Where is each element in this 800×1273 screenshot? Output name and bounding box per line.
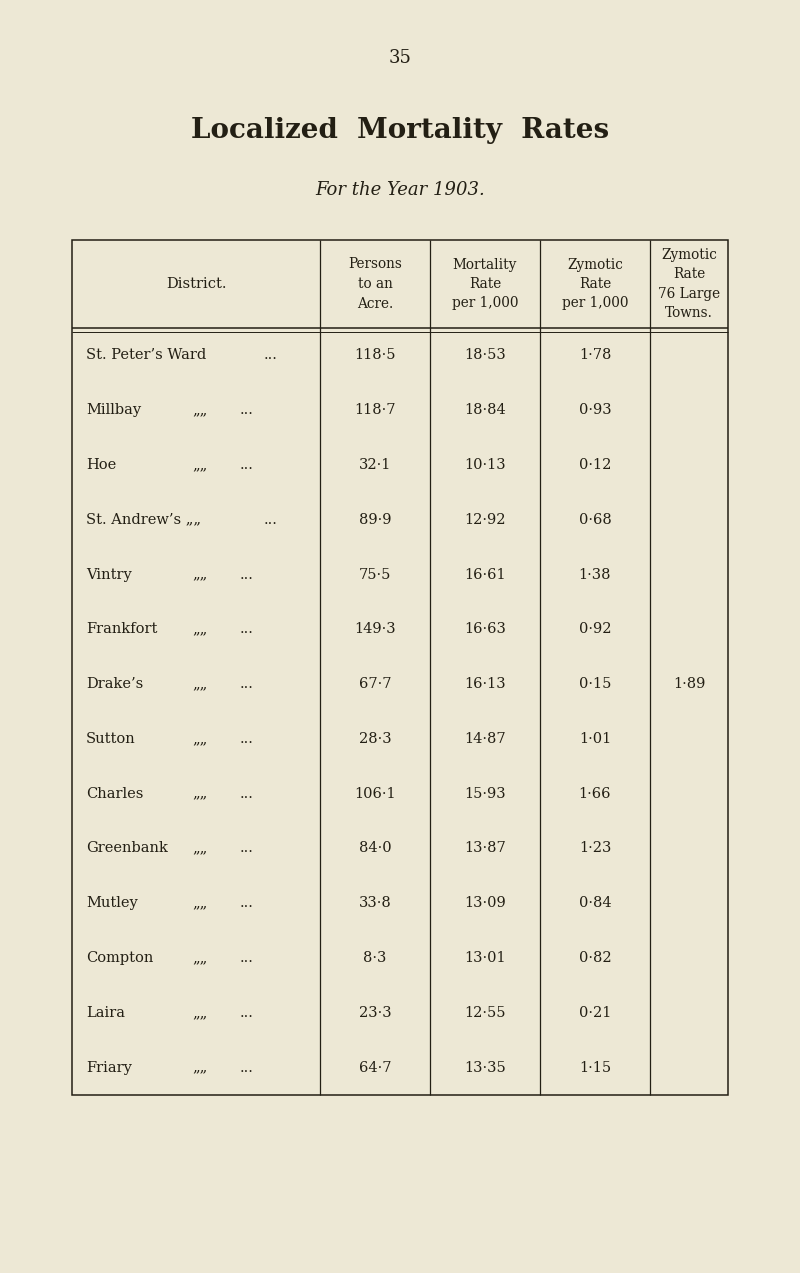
Text: 1·66: 1·66 [578, 787, 611, 801]
Text: 1·23: 1·23 [579, 841, 611, 855]
Text: „„: „„ [192, 787, 207, 801]
Text: „„: „„ [192, 951, 207, 965]
Text: 15·93: 15·93 [464, 787, 506, 801]
Text: 0·84: 0·84 [578, 896, 611, 910]
Text: 67·7: 67·7 [358, 677, 391, 691]
Text: ...: ... [264, 349, 278, 363]
Text: „„: „„ [192, 732, 207, 746]
Text: 1·15: 1·15 [579, 1060, 611, 1074]
Text: 35: 35 [389, 48, 411, 67]
Text: „„: „„ [192, 896, 207, 910]
Text: ...: ... [240, 677, 254, 691]
Text: „„: „„ [192, 404, 207, 418]
Text: 28·3: 28·3 [358, 732, 391, 746]
Text: 0·93: 0·93 [578, 404, 611, 418]
Text: 32·1: 32·1 [359, 458, 391, 472]
Text: 16·13: 16·13 [464, 677, 506, 691]
Text: „„: „„ [192, 1060, 207, 1074]
Text: 118·5: 118·5 [354, 349, 396, 363]
Text: Zymotic
Rate
per 1,000: Zymotic Rate per 1,000 [562, 257, 628, 311]
Text: „„: „„ [192, 622, 207, 636]
Text: 1·89: 1·89 [673, 677, 705, 691]
Text: Hoe: Hoe [86, 458, 116, 472]
Text: „„: „„ [192, 677, 207, 691]
Text: ...: ... [240, 896, 254, 910]
Text: For the Year 1903.: For the Year 1903. [315, 181, 485, 199]
Text: ...: ... [240, 568, 254, 582]
Text: 10·13: 10·13 [464, 458, 506, 472]
Text: Millbay: Millbay [86, 404, 141, 418]
Text: ...: ... [240, 458, 254, 472]
Text: 0·68: 0·68 [578, 513, 611, 527]
Text: ...: ... [240, 1060, 254, 1074]
Text: 0·12: 0·12 [579, 458, 611, 472]
Text: „„: „„ [192, 1006, 207, 1020]
Text: Sutton: Sutton [86, 732, 136, 746]
Text: Friary: Friary [86, 1060, 132, 1074]
Text: 13·87: 13·87 [464, 841, 506, 855]
Text: ...: ... [240, 1006, 254, 1020]
Text: 0·21: 0·21 [579, 1006, 611, 1020]
Text: 33·8: 33·8 [358, 896, 391, 910]
Text: 0·82: 0·82 [578, 951, 611, 965]
Text: ...: ... [240, 732, 254, 746]
Text: 64·7: 64·7 [358, 1060, 391, 1074]
Text: Charles: Charles [86, 787, 143, 801]
Text: ...: ... [264, 513, 278, 527]
Text: Mutley: Mutley [86, 896, 138, 910]
Text: ...: ... [240, 951, 254, 965]
Text: St. Andrew’s „„: St. Andrew’s „„ [86, 513, 201, 527]
Text: 1·78: 1·78 [579, 349, 611, 363]
Text: ...: ... [240, 841, 254, 855]
Text: St. Peter’s Ward: St. Peter’s Ward [86, 349, 206, 363]
Text: ...: ... [240, 404, 254, 418]
Text: Localized  Mortality  Rates: Localized Mortality Rates [191, 117, 609, 144]
Text: „„: „„ [192, 841, 207, 855]
Text: 12·92: 12·92 [464, 513, 506, 527]
Text: 0·15: 0·15 [579, 677, 611, 691]
Text: Compton: Compton [86, 951, 154, 965]
Text: 23·3: 23·3 [358, 1006, 391, 1020]
Text: District.: District. [166, 278, 226, 292]
Text: 1·01: 1·01 [579, 732, 611, 746]
Text: 149·3: 149·3 [354, 622, 396, 636]
Text: 118·7: 118·7 [354, 404, 396, 418]
Text: Persons
to an
Acre.: Persons to an Acre. [348, 257, 402, 311]
Text: „„: „„ [192, 568, 207, 582]
Text: 84·0: 84·0 [358, 841, 391, 855]
Text: Laira: Laira [86, 1006, 125, 1020]
Text: Greenbank: Greenbank [86, 841, 168, 855]
Text: 13·35: 13·35 [464, 1060, 506, 1074]
Text: 14·87: 14·87 [464, 732, 506, 746]
Text: Mortality
Rate
per 1,000: Mortality Rate per 1,000 [452, 257, 518, 311]
Text: Vintry: Vintry [86, 568, 132, 582]
Text: 75·5: 75·5 [359, 568, 391, 582]
Text: 13·01: 13·01 [464, 951, 506, 965]
Text: Frankfort: Frankfort [86, 622, 158, 636]
Text: „„: „„ [192, 458, 207, 472]
Text: 0·92: 0·92 [578, 622, 611, 636]
Text: 1·38: 1·38 [578, 568, 611, 582]
Text: 16·63: 16·63 [464, 622, 506, 636]
Text: ...: ... [240, 787, 254, 801]
Text: 18·53: 18·53 [464, 349, 506, 363]
Text: 106·1: 106·1 [354, 787, 396, 801]
Text: 12·55: 12·55 [464, 1006, 506, 1020]
Text: Drake’s: Drake’s [86, 677, 143, 691]
Bar [72, 241, 728, 1095]
Text: 89·9: 89·9 [358, 513, 391, 527]
Text: 16·61: 16·61 [464, 568, 506, 582]
Text: ...: ... [240, 622, 254, 636]
Text: Zymotic
Rate
76 Large
Towns.: Zymotic Rate 76 Large Towns. [658, 248, 720, 321]
Text: 13·09: 13·09 [464, 896, 506, 910]
Text: 8·3: 8·3 [363, 951, 386, 965]
Text: 18·84: 18·84 [464, 404, 506, 418]
